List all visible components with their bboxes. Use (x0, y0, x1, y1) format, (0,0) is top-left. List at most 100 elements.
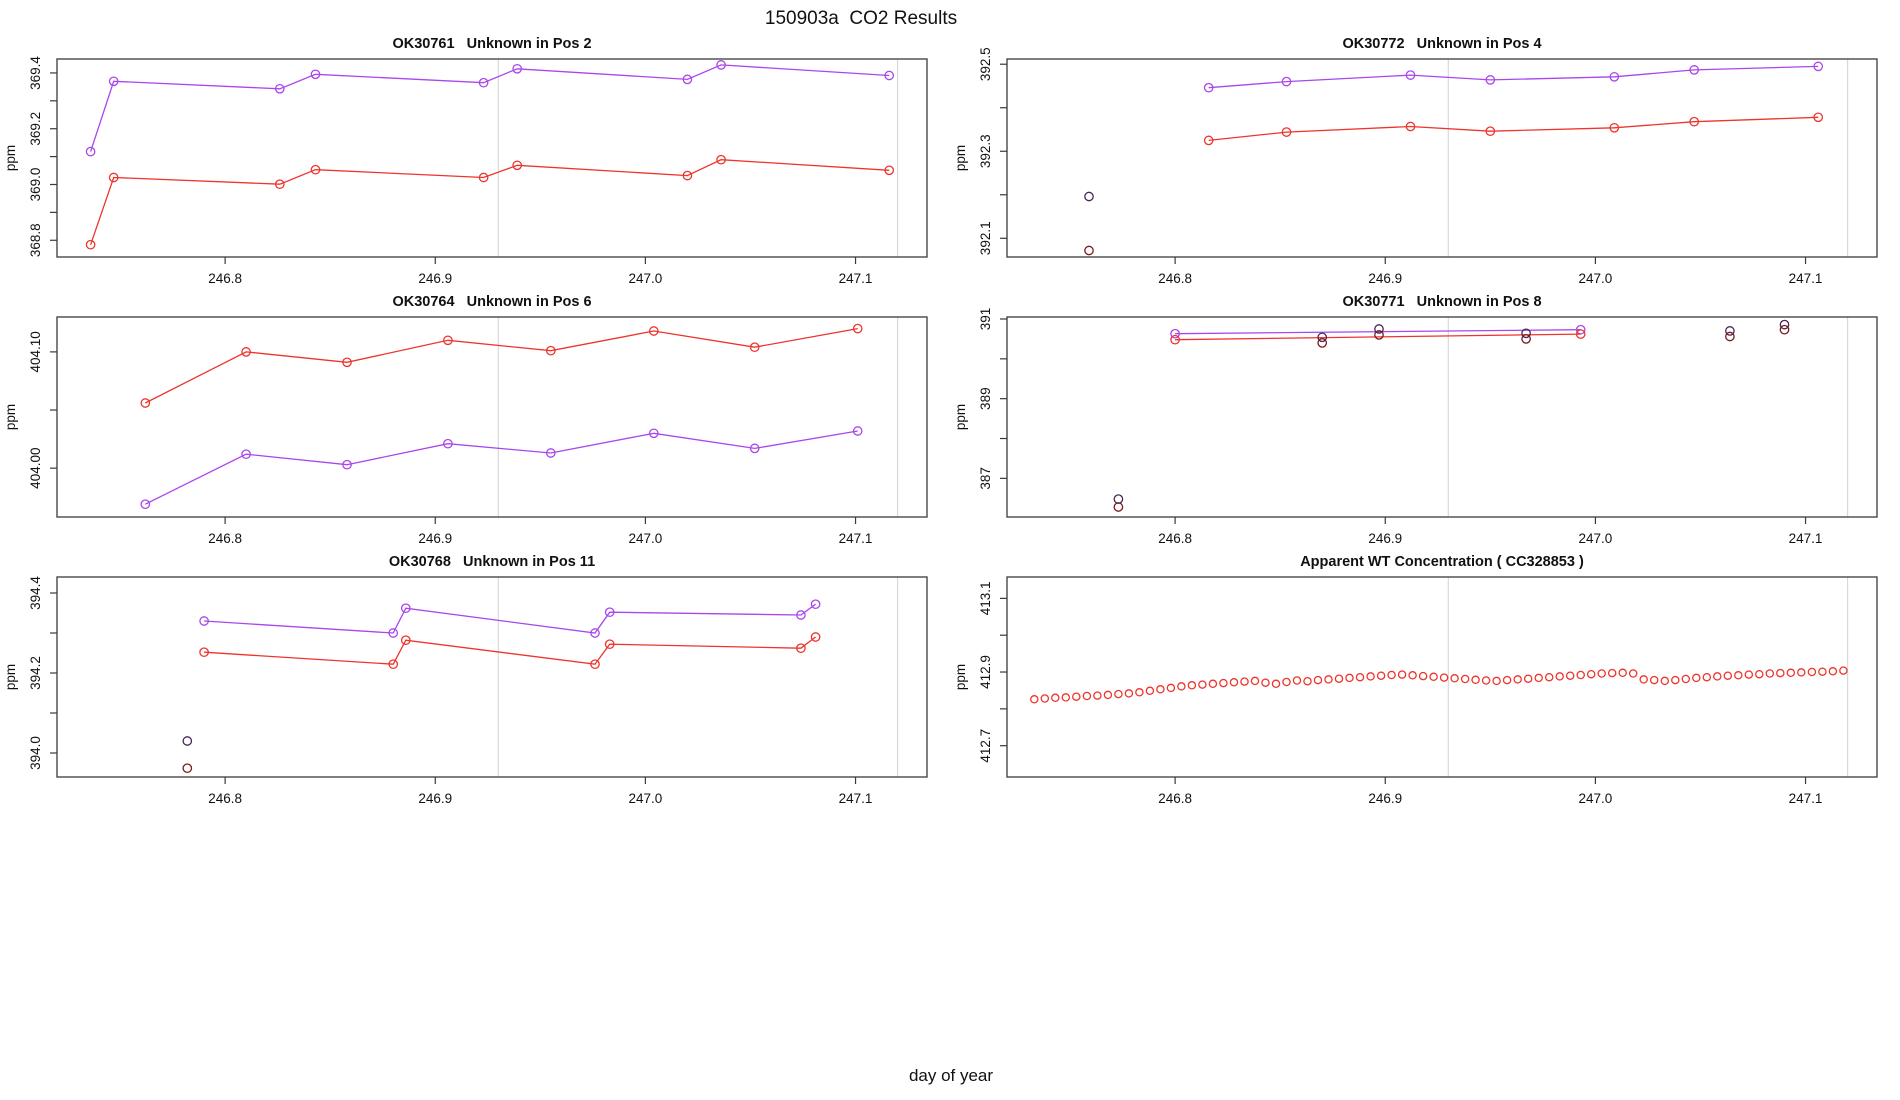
data-point-purple-trace (274, 83, 285, 94)
data-point-red-trace (85, 239, 96, 250)
x-tick-label: 246.8 (1158, 531, 1192, 546)
data-point-red-points (1779, 324, 1790, 335)
data-point-purple-outlier (1113, 494, 1124, 504)
y-axis-unit-label: ppm (953, 664, 968, 690)
data-point-purple-trace (852, 426, 863, 436)
y-tick-label: 369.2 (28, 112, 43, 146)
data-point-red-trace (108, 172, 119, 183)
data-point-purple-points (1779, 319, 1790, 330)
y-tick-label: 387 (978, 467, 993, 490)
data-point-wt-concentration (1460, 674, 1470, 684)
series-line-purple-trace (1208, 65, 1819, 89)
data-point-purple-trace (1203, 82, 1214, 93)
series-line-purple-trace (1175, 329, 1581, 335)
panel-title: OK30761 Unknown in Pos 2 (392, 36, 591, 52)
data-point-red-outlier (182, 763, 193, 774)
data-point-red-trace (810, 632, 821, 642)
data-point-wt-concentration (1660, 676, 1670, 686)
data-point-wt-concentration (1734, 671, 1743, 680)
x-tick-label: 247.1 (839, 271, 873, 286)
data-point-wt-concentration (1639, 675, 1648, 684)
y-tick-label: 413.1 (978, 581, 993, 615)
data-point-wt-concentration (1408, 671, 1417, 680)
data-point-wt-concentration (1713, 672, 1722, 681)
data-point-wt-concentration (1523, 674, 1533, 683)
data-point-wt-concentration (1471, 675, 1480, 685)
data-point-red-trace (749, 342, 760, 353)
data-point-wt-concentration (1240, 677, 1249, 686)
data-point-purple-trace (241, 449, 251, 460)
data-point-red-trace (241, 347, 251, 357)
x-tick-label: 247.1 (1789, 531, 1823, 546)
x-tick-label: 246.9 (418, 271, 452, 286)
data-point-wt-concentration (1072, 692, 1081, 701)
data-point-red-trace (604, 639, 615, 650)
x-tick-label: 246.9 (1368, 271, 1402, 286)
data-point-red-outlier (1084, 245, 1094, 256)
data-point-wt-concentration (1723, 671, 1733, 680)
y-axis-unit-label: ppm (953, 404, 968, 430)
data-point-purple-trace (810, 599, 821, 610)
data-point-purple-trace (604, 607, 615, 618)
data-point-wt-concentration (1292, 676, 1302, 685)
data-point-wt-concentration (1355, 672, 1365, 682)
data-point-wt-concentration (1555, 672, 1564, 681)
series-line-red-trace (1175, 333, 1581, 341)
series-line-purple-trace (204, 603, 816, 634)
data-point-red-trace (1689, 116, 1700, 127)
data-point-wt-concentration (1145, 686, 1155, 696)
data-point-wt-concentration (1324, 675, 1333, 684)
data-point-wt-concentration (1513, 675, 1522, 684)
data-point-red-trace (682, 170, 693, 181)
data-point-purple-trace (1575, 324, 1586, 335)
data-point-red-trace (310, 164, 321, 175)
data-point-red-trace (796, 643, 806, 654)
data-point-wt-concentration (1103, 690, 1113, 700)
data-point-wt-concentration (1387, 670, 1396, 680)
data-point-red-points (1725, 331, 1735, 342)
data-point-wt-concentration (1303, 676, 1312, 686)
plot-box (56, 58, 928, 258)
y-tick-label: 412.9 (978, 655, 993, 689)
data-point-wt-concentration (1586, 669, 1596, 679)
data-point-wt-concentration (1250, 676, 1260, 686)
data-point-red-trace (1170, 334, 1180, 345)
data-point-wt-concentration (1061, 693, 1071, 702)
y-tick-label: 392.1 (978, 221, 993, 255)
x-tick-label: 247.0 (629, 271, 663, 286)
data-point-red-trace (1405, 121, 1416, 132)
data-point-wt-concentration (1839, 666, 1848, 675)
y-tick-label: 412.7 (978, 729, 993, 763)
data-point-wt-concentration (1607, 668, 1617, 678)
data-point-wt-concentration (1649, 675, 1659, 685)
data-point-red-trace (478, 172, 489, 183)
panel-4: 246.8 246.9 247.0 247.1 394.0 394.2 394.4 ppm OK… (3, 554, 928, 806)
data-point-purple-trace (388, 628, 399, 638)
data-point-purple-trace (682, 74, 693, 85)
y-tick-label: 394.0 (28, 736, 43, 770)
data-point-wt-concentration (1807, 667, 1817, 677)
series-line-red-trace (145, 327, 858, 404)
data-point-purple-trace (140, 499, 151, 510)
data-point-red-trace (648, 326, 659, 336)
data-point-purple-trace (1689, 65, 1700, 75)
data-point-red-trace (140, 398, 151, 408)
panel-3: 246.8 246.9 247.0 247.1 387 389 391 ppm OK30771 … (953, 294, 1878, 546)
data-point-wt-concentration (1397, 670, 1407, 679)
data-point-wt-concentration (1366, 672, 1375, 681)
x-tick-label: 246.8 (1158, 271, 1192, 286)
data-point-wt-concentration (1261, 678, 1270, 687)
data-point-red-outlier (1113, 502, 1124, 512)
data-point-wt-concentration (1040, 694, 1050, 703)
data-point-wt-concentration (1628, 669, 1638, 678)
data-point-wt-concentration (1051, 693, 1060, 703)
data-point-wt-concentration (1114, 689, 1123, 699)
data-point-red-trace (852, 323, 863, 334)
data-point-wt-concentration (1618, 668, 1627, 678)
data-point-wt-concentration (1030, 695, 1039, 704)
x-tick-label: 246.9 (1368, 531, 1402, 546)
series-line-purple-trace (89, 64, 890, 152)
data-point-purple-trace (796, 610, 806, 620)
panel-title: OK30768 Unknown in Pos 11 (389, 554, 595, 570)
data-point-wt-concentration (1576, 670, 1585, 680)
